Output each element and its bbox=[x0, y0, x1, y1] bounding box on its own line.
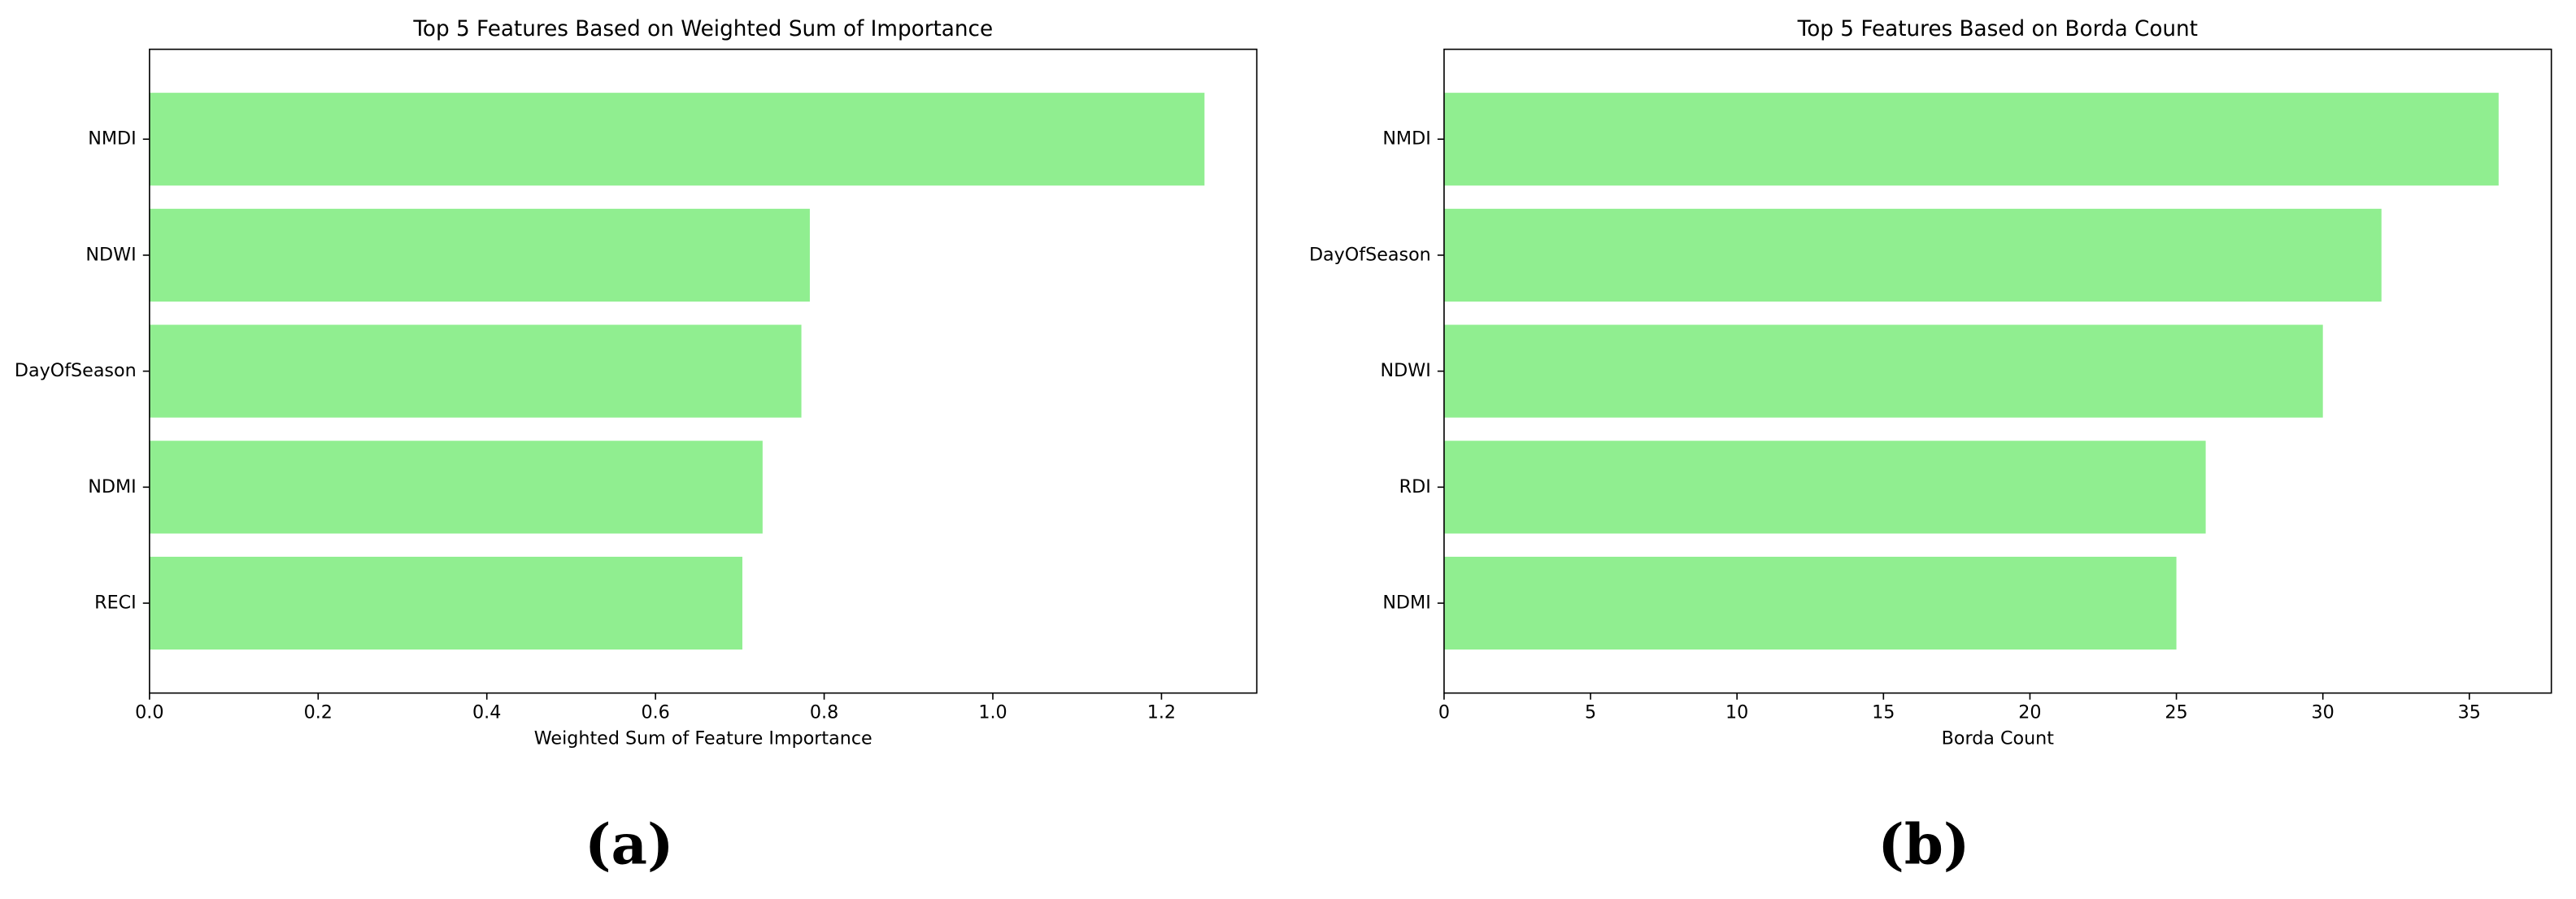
x-tick-label: 30 bbox=[2312, 701, 2334, 723]
x-tick-label: 10 bbox=[1725, 701, 1748, 723]
x-axis-label: Weighted Sum of Feature Importance bbox=[534, 728, 872, 749]
bar bbox=[149, 324, 802, 418]
bar bbox=[1443, 93, 2499, 186]
y-tick-label: NDWI bbox=[1381, 360, 1431, 381]
y-tick-label: NDWI bbox=[85, 244, 136, 265]
x-tick-label: 5 bbox=[1585, 701, 1596, 723]
y-tick-label: RECI bbox=[94, 593, 137, 614]
y-tick-label: NDMI bbox=[88, 476, 136, 497]
x-axis-label: Borda Count bbox=[1942, 728, 2055, 749]
bar bbox=[1443, 208, 2382, 302]
chart-title: Top 5 Features Based on Weighted Sum of … bbox=[412, 17, 993, 41]
bar bbox=[1443, 324, 2323, 418]
bar bbox=[149, 208, 810, 302]
x-tick-label: 0.4 bbox=[472, 701, 501, 723]
x-tick-label: 0.6 bbox=[641, 701, 669, 723]
caption: (b) bbox=[1878, 813, 1969, 878]
y-tick-label: NMDI bbox=[1382, 128, 1430, 150]
bar bbox=[1443, 441, 2206, 534]
y-tick-label: DayOfSeason bbox=[1309, 244, 1431, 265]
x-tick-label: 1.0 bbox=[978, 701, 1007, 723]
x-tick-label: 0.8 bbox=[810, 701, 838, 723]
y-tick-label: DayOfSeason bbox=[15, 360, 137, 381]
caption: (a) bbox=[585, 813, 674, 878]
chart-title: Top 5 Features Based on Borda Count bbox=[1797, 17, 2198, 41]
x-tick-label: 35 bbox=[2458, 701, 2481, 723]
x-tick-label: 0.0 bbox=[135, 701, 163, 723]
y-tick-label: RDI bbox=[1399, 476, 1431, 497]
axes-frame bbox=[1443, 48, 2552, 694]
x-tick-label: 1.2 bbox=[1147, 701, 1176, 723]
x-tick-label: 0.2 bbox=[304, 701, 333, 723]
bar bbox=[149, 441, 763, 534]
bar bbox=[1443, 556, 2177, 650]
bar bbox=[149, 556, 742, 650]
y-tick-label: NDMI bbox=[1382, 593, 1430, 614]
bar bbox=[149, 93, 1205, 186]
y-tick-label: NMDI bbox=[88, 128, 136, 150]
x-tick-label: 0 bbox=[1438, 701, 1450, 723]
x-tick-label: 15 bbox=[1872, 701, 1895, 723]
axes-frame bbox=[149, 48, 1258, 694]
x-tick-label: 25 bbox=[2165, 701, 2187, 723]
x-tick-label: 20 bbox=[2018, 701, 2041, 723]
